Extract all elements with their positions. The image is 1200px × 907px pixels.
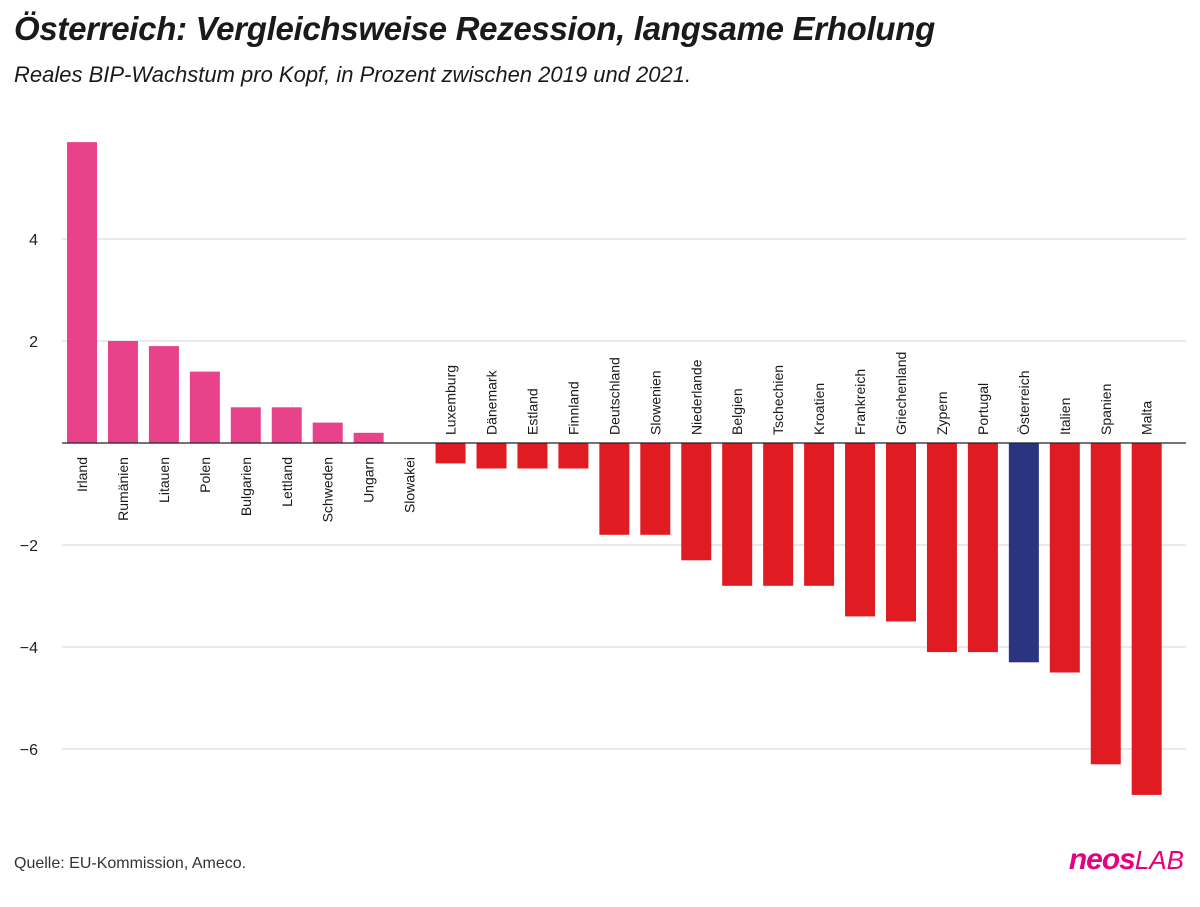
category-label: Polen [197, 457, 213, 493]
category-label: Deutschland [606, 357, 622, 435]
source-note: Quelle: EU-Kommission, Ameco. [14, 855, 247, 872]
neos-lab-logo: neosLAB [1069, 843, 1184, 877]
category-label: Tschechien [770, 365, 786, 435]
category-label: Spanien [1098, 384, 1114, 435]
category-label: Irland [74, 457, 90, 492]
bar [1008, 443, 1039, 663]
bar [353, 432, 384, 443]
category-label: Griechenland [893, 352, 909, 435]
bar [107, 341, 138, 443]
bar [722, 443, 753, 586]
bar [1049, 443, 1080, 673]
bar [435, 443, 466, 464]
category-label: Niederlande [688, 359, 704, 435]
category-label: Rumänien [115, 457, 131, 521]
y-tick-label: 2 [29, 334, 38, 351]
logo-neos-text: neos [1068, 843, 1136, 876]
y-tick-label: −4 [20, 640, 38, 657]
category-label: Luxemburg [443, 365, 459, 435]
y-tick-label: −6 [20, 742, 38, 759]
bar [763, 443, 794, 586]
category-label: Dänemark [484, 369, 500, 435]
bar [640, 443, 671, 535]
category-label: Slowenien [647, 370, 663, 435]
logo-lab-text: LAB [1134, 845, 1184, 875]
category-label: Schweden [320, 457, 336, 522]
bar [148, 346, 179, 443]
category-label: Estland [524, 388, 540, 435]
chart-title: Österreich: Vergleichsweise Rezession, l… [14, 10, 935, 47]
category-label: Portugal [975, 383, 991, 435]
bar [926, 443, 957, 653]
bar [517, 443, 548, 469]
bar [886, 443, 916, 622]
bar [312, 422, 343, 443]
category-label: Bulgarien [238, 457, 254, 516]
category-label: Malta [1139, 401, 1155, 435]
category-label: Ungarn [361, 457, 377, 503]
bar [681, 443, 712, 561]
bar [230, 407, 261, 443]
chart-subtitle: Reales BIP-Wachstum pro Kopf, in Prozent… [14, 62, 692, 87]
bar [67, 142, 97, 443]
category-label: Lettland [279, 457, 295, 507]
bar [1090, 443, 1121, 765]
category-label: Finnland [565, 381, 581, 435]
category-label: Zypern [934, 391, 950, 435]
y-tick-label: 4 [29, 232, 38, 249]
bar [271, 407, 302, 443]
bar [845, 443, 876, 617]
category-label: Frankreich [852, 369, 868, 435]
category-label: Litauen [156, 457, 172, 503]
category-label: Italien [1057, 398, 1073, 435]
category-label: Slowakei [402, 457, 418, 513]
bar [599, 443, 630, 535]
bar [558, 443, 589, 469]
bar [1131, 443, 1162, 795]
bar [804, 443, 835, 586]
bar [476, 443, 507, 469]
category-label: Österreich [1015, 370, 1032, 435]
bar [967, 443, 998, 653]
category-label: Kroatien [811, 383, 827, 435]
bar [189, 371, 220, 443]
category-label: Belgien [729, 388, 745, 435]
y-tick-label: −2 [20, 538, 38, 555]
